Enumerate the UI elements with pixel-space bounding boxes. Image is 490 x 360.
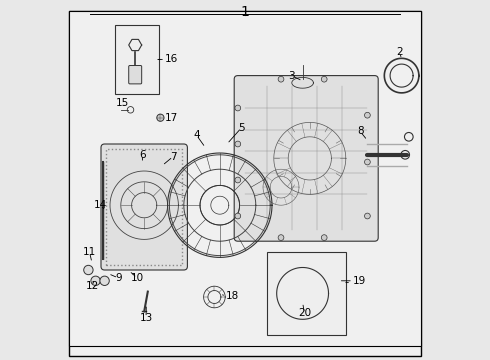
Text: 12: 12 (85, 281, 98, 291)
Text: 16: 16 (165, 54, 178, 64)
Text: 7: 7 (170, 152, 176, 162)
Bar (267, 252, 346, 335)
Circle shape (100, 276, 109, 285)
Text: 11: 11 (83, 247, 96, 257)
Circle shape (91, 276, 100, 285)
FancyBboxPatch shape (101, 144, 187, 270)
Text: 4: 4 (193, 130, 200, 140)
FancyBboxPatch shape (234, 76, 378, 241)
Text: 17: 17 (165, 113, 178, 123)
Text: 3: 3 (289, 71, 295, 81)
Text: 19: 19 (353, 276, 366, 286)
Text: 8: 8 (357, 126, 364, 136)
Text: 10: 10 (130, 273, 144, 283)
Circle shape (321, 76, 327, 82)
Circle shape (235, 141, 241, 147)
Text: 5: 5 (238, 123, 245, 133)
Text: 18: 18 (226, 291, 240, 301)
FancyBboxPatch shape (129, 66, 142, 84)
Circle shape (84, 265, 93, 275)
Text: 13: 13 (139, 312, 152, 323)
Text: 9: 9 (115, 273, 122, 283)
Circle shape (235, 213, 241, 219)
Circle shape (365, 112, 370, 118)
Circle shape (235, 177, 241, 183)
Circle shape (278, 235, 284, 240)
Text: 1: 1 (241, 5, 249, 19)
Circle shape (235, 105, 241, 111)
Text: 20: 20 (298, 308, 311, 318)
Circle shape (157, 114, 164, 121)
Text: 15: 15 (116, 98, 129, 108)
Text: 2: 2 (396, 47, 403, 57)
Circle shape (278, 76, 284, 82)
Bar (116, 25, 159, 94)
Text: 6: 6 (139, 150, 146, 160)
Text: 14: 14 (94, 200, 107, 210)
Circle shape (365, 159, 370, 165)
Circle shape (321, 235, 327, 240)
Circle shape (365, 213, 370, 219)
